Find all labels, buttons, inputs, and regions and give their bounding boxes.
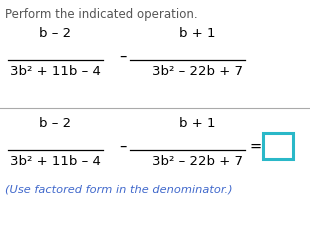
Text: b + 1: b + 1 — [179, 117, 215, 130]
Text: 3b² + 11b – 4: 3b² + 11b – 4 — [10, 155, 100, 168]
FancyBboxPatch shape — [263, 133, 293, 159]
Text: 3b² + 11b – 4: 3b² + 11b – 4 — [10, 65, 100, 78]
Text: 3b² – 22b + 7: 3b² – 22b + 7 — [152, 155, 242, 168]
Text: b + 1: b + 1 — [179, 27, 215, 40]
Text: Perform the indicated operation.: Perform the indicated operation. — [5, 8, 198, 21]
Text: –: – — [119, 49, 127, 64]
Text: –: – — [119, 139, 127, 154]
Text: =: = — [250, 139, 262, 154]
Text: 3b² – 22b + 7: 3b² – 22b + 7 — [152, 65, 242, 78]
Text: b – 2: b – 2 — [39, 27, 71, 40]
Text: b – 2: b – 2 — [39, 117, 71, 130]
Text: (Use factored form in the denominator.): (Use factored form in the denominator.) — [5, 185, 232, 195]
